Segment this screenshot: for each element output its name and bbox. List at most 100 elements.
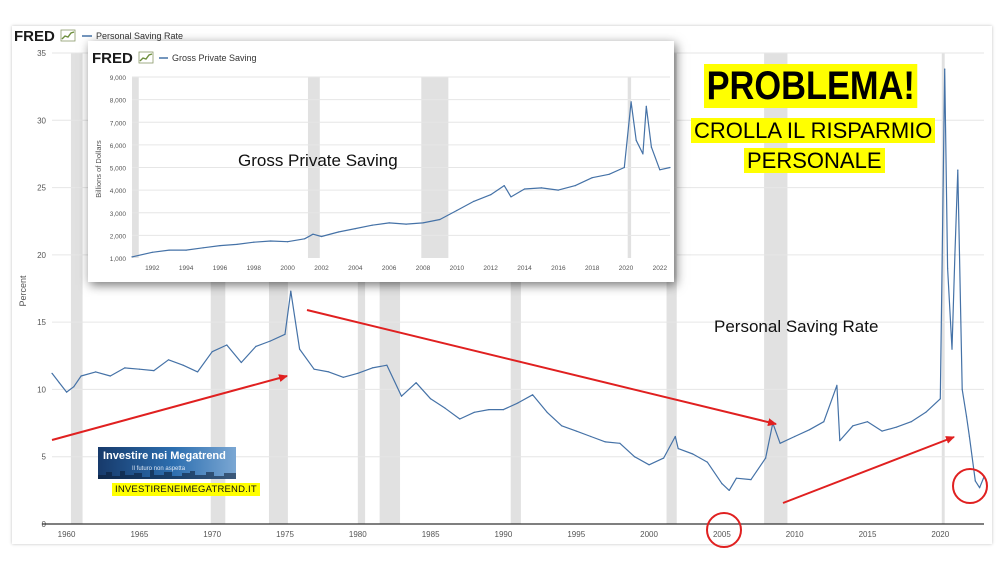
data-point [557, 189, 559, 191]
inset-y-axis-label: Billions of Dollars [94, 140, 103, 198]
data-point [405, 223, 407, 225]
x-tick-label: 2010 [450, 265, 465, 272]
badge-banner: Investire nei Megatrend Il futuro non as… [98, 447, 236, 479]
x-tick-label: 2005 [713, 530, 731, 539]
x-tick-label: 2014 [517, 265, 532, 272]
y-tick-label: 3,000 [110, 211, 127, 218]
data-point [951, 348, 953, 350]
x-tick-label: 2020 [931, 530, 949, 539]
gross-private-saving-svg: FRED Gross Private Saving Billions of Do… [92, 50, 671, 272]
data-point [211, 351, 213, 353]
data-point [979, 487, 981, 489]
data-point [439, 218, 441, 221]
data-point [80, 375, 82, 377]
data-point [961, 388, 963, 390]
data-point [735, 477, 738, 479]
data-point [574, 185, 576, 187]
data-point [881, 430, 883, 432]
data-point [974, 480, 976, 482]
data-point [73, 386, 75, 388]
data-point [954, 254, 956, 256]
data-point [58, 382, 60, 384]
y-axis-label: Percent [18, 275, 28, 307]
headline-line-1: CROLLA IL RISPARMIO [691, 118, 936, 143]
data-point [957, 169, 959, 171]
x-tick-label: 2000 [640, 530, 658, 539]
x-tick-label: 1980 [349, 530, 367, 539]
y-tick-label: 5 [42, 453, 47, 462]
data-point [253, 241, 255, 243]
data-point [342, 376, 344, 378]
y-tick-label: 6,000 [110, 143, 127, 150]
recession-band [70, 53, 83, 524]
data-point [910, 421, 912, 423]
data-point [138, 368, 140, 370]
data-point [677, 448, 679, 450]
headline-title: PROBLEMA! [704, 64, 918, 108]
data-point [299, 348, 301, 350]
data-point [794, 435, 796, 438]
data-point [328, 371, 330, 373]
legend-label: Personal Saving Rate [96, 31, 183, 41]
data-point [561, 425, 563, 427]
megatrend-badge: Investire nei Megatrend Il futuro non as… [98, 447, 260, 497]
inset-legend-label: Gross Private Saving [172, 53, 257, 63]
data-point [422, 222, 424, 224]
y-tick-label: 30 [37, 116, 46, 125]
data-point [669, 166, 671, 169]
data-point [674, 435, 676, 438]
inset-fred-logo: FRED [92, 50, 133, 67]
data-point [430, 398, 432, 400]
data-point [269, 340, 271, 342]
data-point [608, 173, 610, 175]
x-tick-label: 2022 [653, 265, 668, 272]
data-point [590, 435, 592, 438]
inset-annotation-label: Gross Private Saving [238, 151, 398, 170]
fred-logo: FRED [14, 28, 55, 45]
data-point [648, 464, 650, 466]
data-point [772, 422, 774, 424]
x-tick-label: 2015 [859, 530, 877, 539]
data-point [131, 256, 133, 258]
x-tick-label: 1996 [213, 265, 228, 272]
data-point [823, 421, 825, 423]
data-point [153, 370, 155, 372]
data-point [236, 243, 238, 245]
x-tick-label: 2008 [416, 265, 431, 272]
x-tick-label: 1965 [130, 530, 148, 539]
x-tick-label: 1998 [247, 265, 262, 272]
main-annotation-label: Personal Saving Rate [714, 317, 879, 336]
data-point [939, 398, 941, 400]
data-point [459, 418, 461, 420]
x-tick-label: 2012 [483, 265, 498, 272]
data-point [503, 185, 505, 187]
data-point [386, 364, 388, 366]
recession-band [357, 53, 366, 524]
x-tick-label: 2020 [619, 265, 634, 272]
data-point [202, 247, 204, 249]
y-tick-label: 9,000 [110, 75, 127, 82]
inset-fred-logo-graph-icon [138, 51, 154, 64]
x-tick-label: 1995 [567, 530, 585, 539]
data-point [721, 483, 723, 485]
x-tick-label: 2018 [585, 265, 600, 272]
data-point [728, 489, 730, 491]
series-line [51, 68, 985, 491]
data-point [444, 407, 446, 409]
badge-url[interactable]: INVESTIRENEIMEGATREND.IT [112, 483, 260, 496]
data-point [540, 187, 542, 189]
x-tick-label: 2016 [551, 265, 566, 272]
data-point [219, 245, 221, 247]
gross-private-saving-inset: FRED Gross Private Saving Billions of Do… [88, 41, 674, 282]
data-point [124, 367, 126, 369]
x-tick-label: 1992 [145, 265, 160, 272]
data-point [357, 372, 359, 374]
data-point [197, 371, 199, 373]
x-tick-label: 2006 [382, 265, 397, 272]
data-point [95, 371, 97, 373]
badge-title: Investire nei Megatrend [103, 450, 226, 462]
data-point [983, 476, 985, 478]
data-point [750, 479, 752, 481]
data-point [456, 209, 458, 212]
data-point [659, 169, 661, 171]
